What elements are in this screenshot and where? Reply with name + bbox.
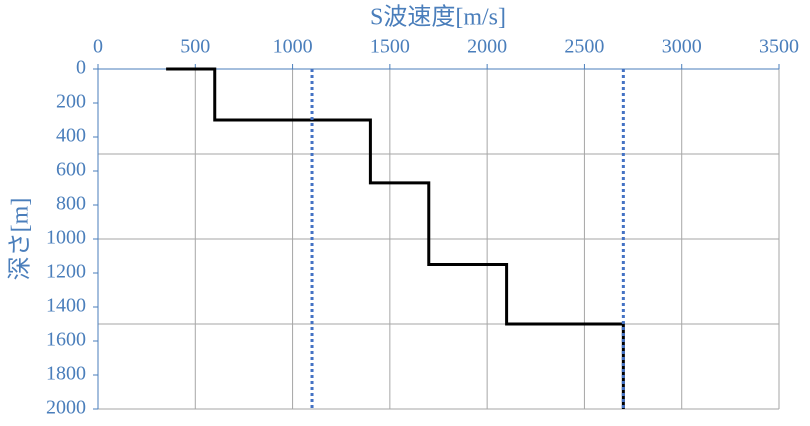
x-tick-label: 3000 (662, 36, 702, 58)
chart-title: S波速度[m/s] (370, 4, 506, 31)
y-tick-label: 1200 (46, 261, 86, 283)
y-tick-label: 1000 (46, 227, 86, 249)
y-tick-label: 800 (56, 193, 86, 215)
x-tick-label: 0 (93, 36, 103, 58)
data-line (166, 67, 625, 409)
x-tick-label: 1500 (370, 36, 410, 58)
y-tick-label: 200 (56, 91, 86, 113)
y-tick-label: 2000 (46, 397, 86, 419)
y-tick-label: 1600 (46, 329, 86, 351)
y-axis-label: 深さ[m] (7, 198, 34, 281)
y-tick-label: 0 (76, 57, 86, 79)
x-tick-label: 2500 (564, 36, 604, 58)
x-tick-label: 3500 (759, 36, 799, 58)
y-tick-label: 1400 (46, 295, 86, 317)
x-tick-label: 500 (180, 36, 210, 58)
y-tick-label: 600 (56, 159, 86, 181)
y-tick-label: 400 (56, 125, 86, 147)
y-tick-label: 1800 (46, 363, 86, 385)
x-tick-label: 1000 (273, 36, 313, 58)
x-tick-label: 2000 (467, 36, 507, 58)
